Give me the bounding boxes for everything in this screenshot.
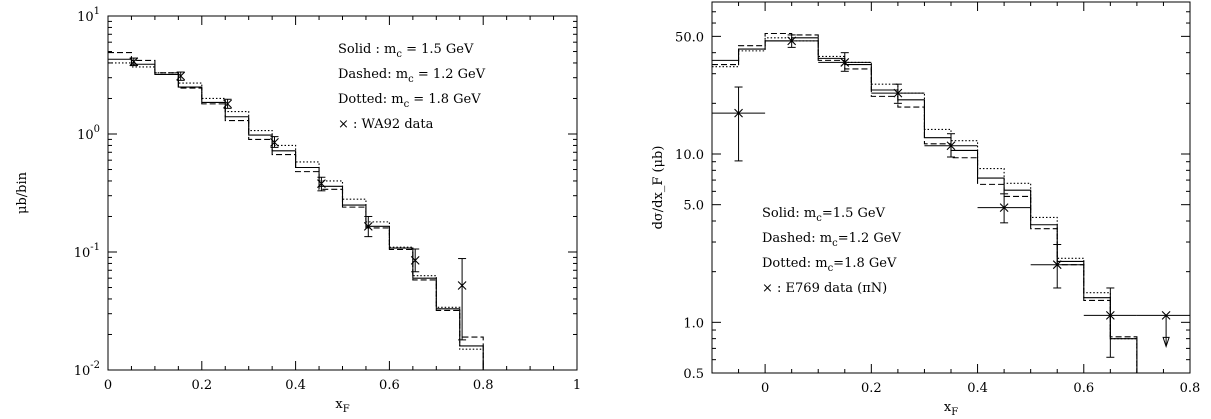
x-tick-label: 0 bbox=[104, 378, 112, 393]
legend-entry-sub: c bbox=[828, 263, 834, 274]
data-point-marker bbox=[1105, 310, 1115, 320]
y-tick-label: 0.5 bbox=[683, 367, 704, 382]
y-tick-exponent: -2 bbox=[90, 360, 100, 371]
x-tick-label: 0.2 bbox=[191, 378, 212, 393]
right-panel-e769: 0 0.2 0.4 0.6 0.80.51.05.010.050.0xFdσ/dx_F … bbox=[651, 1, 1201, 418]
data-point-marker bbox=[457, 281, 467, 290]
upper-limit-arrow-head bbox=[1162, 336, 1170, 348]
y-tick-label: 10.0 bbox=[675, 148, 704, 163]
data-point-marker bbox=[363, 221, 373, 231]
y-tick-label: 10-2 bbox=[74, 360, 100, 379]
legend-entry-tail: = 1.2 GeV bbox=[414, 67, 486, 82]
y-tick-label: 10-1 bbox=[74, 242, 100, 261]
histogram-dashed-series bbox=[712, 32, 1138, 373]
legend-entry: Dotted: mc=1.8 GeV bbox=[762, 256, 897, 274]
legend-entry-sub: c bbox=[404, 99, 410, 110]
y-tick-label: 100 bbox=[77, 124, 100, 143]
legend-entry-tail: = 1.8 GeV bbox=[409, 92, 481, 107]
x-tick-label: 0.4 bbox=[285, 378, 306, 393]
legend-entry: × : WA92 data bbox=[338, 117, 434, 132]
legend-entry-main: Dotted: m bbox=[338, 92, 404, 107]
data-point-marker bbox=[840, 58, 850, 67]
y-tick-base: 10 bbox=[77, 10, 94, 25]
data-point-marker bbox=[410, 255, 420, 265]
data-point-marker bbox=[946, 141, 956, 151]
x-tick-label: 0.4 bbox=[967, 381, 988, 396]
y-tick-label: 101 bbox=[77, 6, 100, 25]
legend-entry-main: Solid: m bbox=[762, 206, 816, 221]
y-axis-title: μb/bin bbox=[15, 171, 30, 214]
legend-entry: Dashed: mc=1.2 GeV bbox=[762, 231, 901, 249]
y-tick-base: 10 bbox=[74, 246, 91, 261]
plot-frame bbox=[711, 1, 1191, 374]
x-axis-title: xF bbox=[335, 397, 349, 415]
y-tick-base: 10 bbox=[77, 128, 94, 143]
y-tick-exponent: 0 bbox=[94, 124, 100, 135]
legend-entry-tail: =1.8 GeV bbox=[833, 256, 897, 271]
data-point-marker bbox=[223, 99, 232, 109]
x-axis-title-sub: F bbox=[951, 407, 958, 418]
y-axis-title: dσ/dx_F (μb) bbox=[651, 146, 666, 230]
legend-entry-sub: c bbox=[816, 213, 822, 224]
data-point-marker bbox=[999, 203, 1009, 213]
legend-entry: Dashed: mc = 1.2 GeV bbox=[338, 67, 486, 85]
legend-entry-tail: =1.5 GeV bbox=[822, 206, 886, 221]
y-tick-label: 5.0 bbox=[683, 199, 704, 214]
x-tick-label: 0.6 bbox=[379, 378, 400, 393]
histogram-dotted-series bbox=[108, 62, 484, 370]
legend-entry-main: Dotted: m bbox=[762, 256, 828, 271]
x-axis-title-main: x bbox=[944, 400, 952, 415]
y-tick-exponent: -1 bbox=[90, 242, 100, 253]
data-point-marker bbox=[893, 88, 903, 98]
x-tick-label: 0.2 bbox=[861, 381, 882, 396]
y-tick-label: 1.0 bbox=[683, 316, 704, 331]
x-tick-label: 0.6 bbox=[1073, 381, 1094, 396]
x-axis-title: xF bbox=[944, 400, 958, 418]
legend-entry-tail: =1.2 GeV bbox=[838, 231, 902, 246]
y-tick-base: 10 bbox=[74, 364, 91, 379]
legend-entry-main: Solid : m bbox=[338, 42, 396, 57]
legend-entry-sub: c bbox=[832, 238, 838, 249]
legend-entry: Dotted: mc = 1.8 GeV bbox=[338, 92, 481, 110]
x-axis-title-sub: F bbox=[343, 404, 350, 415]
data-point-marker bbox=[1052, 260, 1062, 270]
legend-entry-sub: c bbox=[408, 74, 414, 85]
data-point-marker bbox=[317, 179, 326, 188]
x-axis-title-main: x bbox=[335, 397, 343, 412]
x-tick-label: 0.8 bbox=[473, 378, 494, 393]
legend-entry: Solid : mc = 1.5 GeV bbox=[338, 42, 474, 60]
y-tick-exponent: 1 bbox=[94, 6, 100, 17]
data-point-marker bbox=[129, 57, 139, 67]
x-tick-label: 0 bbox=[761, 381, 769, 396]
data-point-marker bbox=[270, 137, 279, 147]
left-panel-wa92: 0 0.2 0.4 0.6 0.8 110-210-1100101xFμb/binSoli… bbox=[15, 6, 581, 415]
legend-entry-main: × : E769 data (πN) bbox=[762, 281, 887, 296]
legend-entry-main: Dashed: m bbox=[762, 231, 832, 246]
x-tick-label: 0.8 bbox=[1180, 381, 1201, 396]
data-point-marker bbox=[734, 108, 743, 118]
legend-entry: × : E769 data (πN) bbox=[762, 281, 887, 296]
data-point-marker bbox=[787, 36, 797, 46]
legend-entry-main: Dashed: m bbox=[338, 67, 408, 82]
legend-entry-sub: c bbox=[396, 49, 402, 60]
x-tick-label: 1 bbox=[573, 378, 581, 393]
data-point-marker bbox=[176, 71, 186, 81]
data-point-marker bbox=[1161, 310, 1171, 320]
legend-entry-main: × : WA92 data bbox=[338, 117, 434, 132]
y-tick-label: 50.0 bbox=[675, 30, 704, 45]
legend-entry-tail: = 1.5 GeV bbox=[402, 42, 474, 57]
legend-entry: Solid: mc=1.5 GeV bbox=[762, 206, 886, 224]
